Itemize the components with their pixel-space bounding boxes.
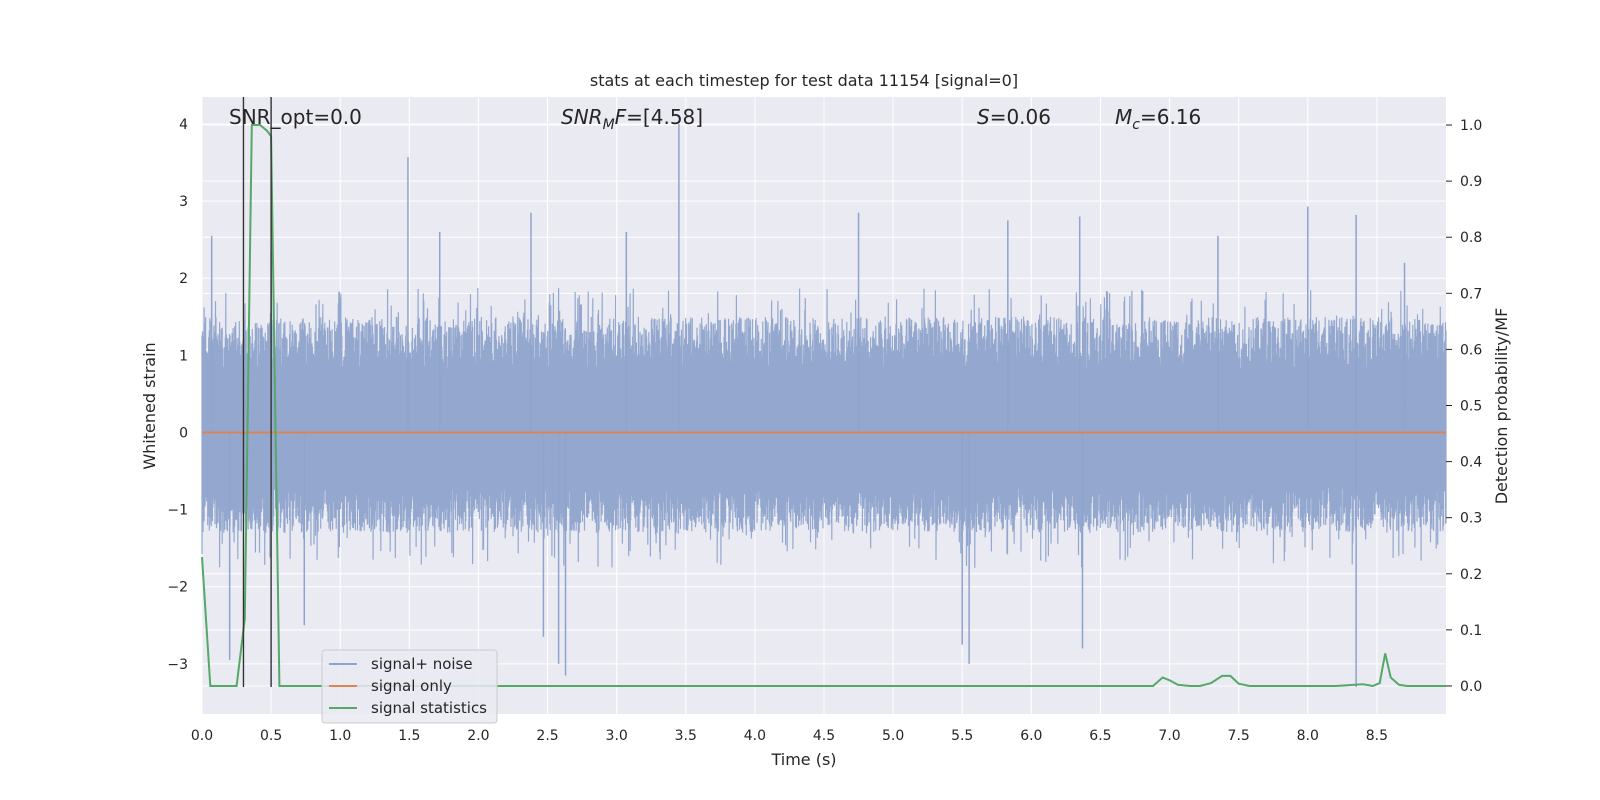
annotation-s: S=0.06: [977, 105, 1051, 129]
legend-box: [321, 649, 498, 724]
y-tick-label-7: 4: [179, 117, 188, 133]
y2-tick-label-0: 0.0: [1460, 679, 1482, 695]
x-tick-label-4: 2.0: [467, 728, 489, 744]
x-tick-label-5: 2.5: [536, 728, 558, 744]
annotation-snr-mf-base: SNR: [561, 105, 603, 129]
x-tick-label-0: 0.0: [191, 728, 213, 744]
x-tick-label-7: 3.5: [675, 728, 697, 744]
annotation-snr-mf-sub: M: [603, 117, 615, 133]
y2-axis-label: Detection probability/MF: [1492, 308, 1511, 505]
y2-tick-label-8: 0.8: [1460, 230, 1482, 246]
noise-series: [201, 123, 1447, 688]
x-tick-label-1: 0.5: [260, 728, 282, 744]
x-tick-label-15: 7.5: [1228, 728, 1250, 744]
legend-label-statistics: signal statistics: [371, 699, 487, 717]
y2-tick-label-6: 0.6: [1460, 342, 1482, 358]
chart-title: stats at each timestep for test data 111…: [590, 71, 1018, 90]
y-tick-label-5: 2: [179, 271, 188, 287]
vertical-markers: [242, 97, 272, 687]
series-line-2: [201, 124, 1446, 688]
x-tick-label-17: 8.5: [1366, 728, 1388, 744]
legend-label-noise: signal+ noise: [371, 655, 473, 673]
legend-label-signal: signal only: [371, 677, 452, 695]
y2-tick-label-4: 0.4: [1460, 455, 1482, 471]
y2-tick-label-7: 0.7: [1460, 286, 1482, 302]
annotation-s-label: S: [977, 105, 990, 129]
y2-tick-label-5: 0.5: [1460, 399, 1482, 415]
x-tick-label-13: 6.5: [1089, 728, 1111, 744]
y2-tick-label-3: 0.3: [1460, 511, 1482, 527]
x-tick-label-8: 4.0: [744, 728, 766, 744]
annotation-snr-opt: SNR_opt=0.0: [229, 105, 362, 129]
y-tick-label-3: 0: [179, 425, 188, 441]
x-tick-label-3: 1.5: [398, 728, 420, 744]
y-tick-label-6: 3: [179, 194, 188, 210]
annotation-mc: Mc=6.16: [1115, 105, 1201, 133]
annotation-s-value: =0.06: [990, 105, 1051, 129]
y2-tick-label-10: 1.0: [1460, 118, 1482, 134]
annotation-snr-mf-value: =[4.58]: [626, 105, 703, 129]
y2-tick-label-2: 0.2: [1460, 567, 1482, 583]
x-tick-label-2: 1.0: [329, 728, 351, 744]
y-tick-label-2: −1: [167, 503, 188, 519]
x-tick-label-10: 5.0: [882, 728, 904, 744]
legend: signal+ noise signal only signal statist…: [321, 649, 498, 724]
y-tick-label-1: −2: [167, 580, 188, 596]
y-tick-label-0: −3: [167, 657, 188, 673]
y2-tick-label-1: 0.1: [1460, 623, 1482, 639]
noise-band: [201, 287, 1447, 568]
y-axis-label: Whitened strain: [140, 342, 159, 469]
line-series: [201, 124, 1446, 688]
x-tick-label-12: 6.0: [1020, 728, 1042, 744]
x-tick-label-16: 8.0: [1297, 728, 1319, 744]
annotation-mc-value: =6.16: [1140, 105, 1201, 129]
x-tick-label-6: 3.0: [606, 728, 628, 744]
tick-labels: 0.0 0.5 1.0 1.5 2.0 2.5 3.0 3.5 4.0 4.5 5.0 5.5 6.0 6…: [167, 117, 1482, 744]
x-tick-label-9: 4.5: [813, 728, 835, 744]
annotation-mc-base: M: [1115, 105, 1132, 129]
annotation-snr-mf: SNRMF=[4.58]: [561, 105, 703, 133]
annotation-mc-sub: c: [1132, 117, 1140, 133]
annotation-snr-mf-tail: F: [615, 105, 627, 129]
x-tick-label-11: 5.5: [951, 728, 973, 744]
y2-tick-label-9: 0.9: [1460, 174, 1482, 190]
y-tick-label-4: 1: [179, 348, 188, 364]
x-axis-label: Time (s): [770, 750, 836, 769]
x-tick-label-14: 7.0: [1158, 728, 1180, 744]
